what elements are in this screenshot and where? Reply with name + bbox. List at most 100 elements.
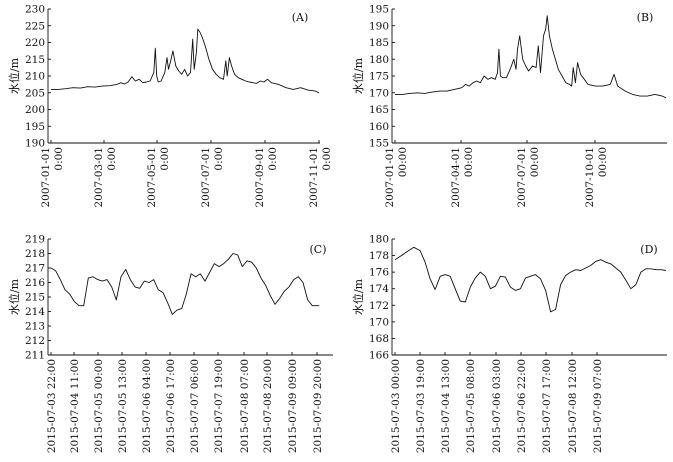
panel-b-x-tick-label: 2007-04-01 00:00 <box>450 147 475 208</box>
panel-c-x-tick-label: 2015-07-08 20:00 <box>262 359 274 453</box>
panel-a-y-tick-label: 205 <box>25 87 45 99</box>
panel-c-y-tick-label: 213 <box>25 321 45 333</box>
panel-a-x-tick-label: 2007-05-01 0:00 <box>146 147 171 208</box>
panel-d-x-tick-label: 2015-07-06 22:00 <box>516 359 528 453</box>
panel-c-x-tick-date: 2015-07-07 19:00 <box>213 359 225 453</box>
panel-a-x-tick-date: 2007-11-01 <box>308 147 320 208</box>
panel-c-x-tick-label: 2015-07-08 07:00 <box>239 359 251 453</box>
panel-d-x-tick-label: 2015-07-09 07:00 <box>592 359 604 453</box>
panel-a-x-tick-date: 2007-05-01 <box>146 147 158 208</box>
panel-a-x-tick-time: 0:00 <box>213 147 225 171</box>
panel-c-x-tick-date: 2015-07-06 04:00 <box>141 359 153 453</box>
panel-c-x-tick-date: 2015-07-05 00:00 <box>93 359 105 453</box>
panel-b-x-tick-time: 00:00 <box>529 147 541 177</box>
panel-a-x-tick-date: 2007-01-01 <box>40 147 52 208</box>
panel-b-x-tick-date: 2007-01-01 <box>384 147 396 208</box>
panel-d-y-tick-label: 170 <box>369 316 389 328</box>
panel-c-x-tick-label: 2015-07-03 22:00 <box>46 359 58 453</box>
panel-b-y-tick-label: 160 <box>369 121 389 133</box>
panel-c-x-tick-label: 2015-07-06 04:00 <box>141 359 153 453</box>
panel-d-y-tick-label: 176 <box>369 267 389 279</box>
panel-d-x-tick-date: 2015-07-03 19:00 <box>415 359 427 453</box>
panel-a-y-tick-label: 220 <box>25 37 45 49</box>
panel-a-x-tick-date: 2007-09-01 <box>254 147 266 208</box>
panel-b-label: (B) <box>637 11 654 24</box>
panel-d-label: (D) <box>640 243 657 256</box>
panel-b-y-tick-label: 190 <box>369 20 389 32</box>
panel-a-x-tick-date: 2007-07-01 <box>200 147 212 208</box>
panel-d-y-tick-label: 166 <box>369 350 389 362</box>
panel-a-series-line <box>51 28 320 94</box>
panel-c-y-tick-label: 216 <box>25 277 45 289</box>
panel-b-y-tick-label: 165 <box>369 104 389 116</box>
panel-c-x-tick-date: 2015-07-09 20:00 <box>312 359 324 453</box>
panel-b-x-tick-date: 2007-10-01 <box>584 147 596 208</box>
panel-a-x-tick-label: 2007-07-01 0:00 <box>200 147 225 208</box>
panel-d-x-tick-label: 2015-07-03 00:00 <box>390 359 402 453</box>
panel-d-x-tick-date: 2015-07-06 22:00 <box>516 359 528 453</box>
panel-c-y-tick-label: 211 <box>25 350 45 362</box>
panel-c-y-tick-label: 217 <box>25 263 45 275</box>
panel-d-x-tick-date: 2015-07-07 17:00 <box>541 359 553 453</box>
panel-a-x-tick-time: 0:00 <box>159 147 171 171</box>
panel-d-x-tick-label: 2015-07-07 17:00 <box>541 359 553 453</box>
panel-d-x-tick-date: 2015-07-03 00:00 <box>390 359 402 453</box>
panel-b-y-tick-label: 175 <box>369 71 389 83</box>
panel-d-y-tick-label: 172 <box>369 300 389 312</box>
panel-b-x-tick-time: 00:00 <box>463 147 475 177</box>
panel-d-x-tick-date: 2015-07-09 07:00 <box>592 359 604 453</box>
panel-a-y-tick-label: 190 <box>25 138 45 150</box>
panel-c-y-tick-label: 214 <box>25 306 45 318</box>
panel-c-y-tick-label: 218 <box>25 248 45 260</box>
panel-c-y-axis-title: 水位/m <box>7 278 21 315</box>
panel-d-x-tick-label: 2015-07-08 12:00 <box>567 359 579 453</box>
panel-c-x-tick-label: 2015-07-07 19:00 <box>213 359 225 453</box>
panel-b-series-line <box>395 15 667 99</box>
panel-a-label: (A) <box>292 11 309 24</box>
panel-c-x-tick-date: 2015-07-08 20:00 <box>262 359 274 453</box>
panel-b-x-tick-label: 2007-10-01 00:00 <box>584 147 609 208</box>
panel-c-x-tick-date: 2015-07-07 06:00 <box>189 359 201 453</box>
panel-b-y-axis-title: 水位/m <box>351 57 365 94</box>
panel-d-x-tick-label: 2015-07-04 13:00 <box>440 359 452 453</box>
panel-a-x-tick-label: 2007-11-01 0:00 <box>308 147 333 208</box>
panel-a-x-tick-time: 0:00 <box>53 147 65 171</box>
panel-c-x-tick-date: 2015-07-05 13:00 <box>117 359 129 453</box>
panel-b-y-tick-label: 185 <box>369 37 389 49</box>
panel-a-x-tick-time: 0:00 <box>267 147 279 171</box>
panel-c-x-tick-label: 2015-07-05 13:00 <box>117 359 129 453</box>
panel-c-series-line <box>50 253 320 315</box>
panel-a-y-axis-title: 水位/m <box>7 57 21 94</box>
panel-c-x-tick-label: 2015-07-09 20:00 <box>312 359 324 453</box>
panel-d-x-tick-label: 2015-07-03 19:00 <box>415 359 427 453</box>
panel-a-x-tick-time: 0:00 <box>106 147 118 171</box>
panel-c-x-tick-label: 2015-07-06 17:00 <box>165 359 177 453</box>
panel-d-y-tick-label: 174 <box>369 283 389 295</box>
panel-d-y-tick-label: 178 <box>369 250 389 262</box>
panel-d-x-tick-label: 2015-07-05 08:00 <box>465 359 477 453</box>
panel-b-x-tick-label: 2007-07-01 00:00 <box>516 147 541 208</box>
panel-c-x-tick-label: 2015-07-05 00:00 <box>93 359 105 453</box>
panel-c-y-tick-label: 215 <box>25 292 45 304</box>
panel-b-y-tick-label: 180 <box>369 54 389 66</box>
panel-b-x-tick-time: 00:00 <box>597 147 609 177</box>
panel-b-x-tick-date: 2007-07-01 <box>516 147 528 208</box>
panel-a-x-tick-label: 2007-03-01 0:00 <box>93 147 118 208</box>
panel-b-y-tick-label: 155 <box>369 138 389 150</box>
panel-a-y-tick-label: 215 <box>25 54 45 66</box>
panel-a-y-tick-label: 230 <box>25 4 45 16</box>
panel-a-y-tick-label: 210 <box>25 71 45 83</box>
panel-c-x-tick-date: 2015-07-06 17:00 <box>165 359 177 453</box>
panel-b-y-tick-label: 170 <box>369 87 389 99</box>
panel-b-x-tick-label: 2007-01-01 00:00 <box>384 147 409 208</box>
panel-b-x-tick-time: 00:00 <box>397 147 409 177</box>
panel-d-x-tick-date: 2015-07-06 03:00 <box>491 359 503 453</box>
panel-d-series-line <box>394 246 667 313</box>
panel-c-label: (C) <box>310 243 327 256</box>
panel-c-x-tick-date: 2015-07-08 07:00 <box>239 359 251 453</box>
panel-d-y-axis-title: 水位/m <box>351 278 365 315</box>
panel-d-x-tick-label: 2015-07-06 03:00 <box>491 359 503 453</box>
panel-b-y-tick-label: 195 <box>369 4 389 16</box>
panel-a-y-tick-label: 200 <box>25 104 45 116</box>
